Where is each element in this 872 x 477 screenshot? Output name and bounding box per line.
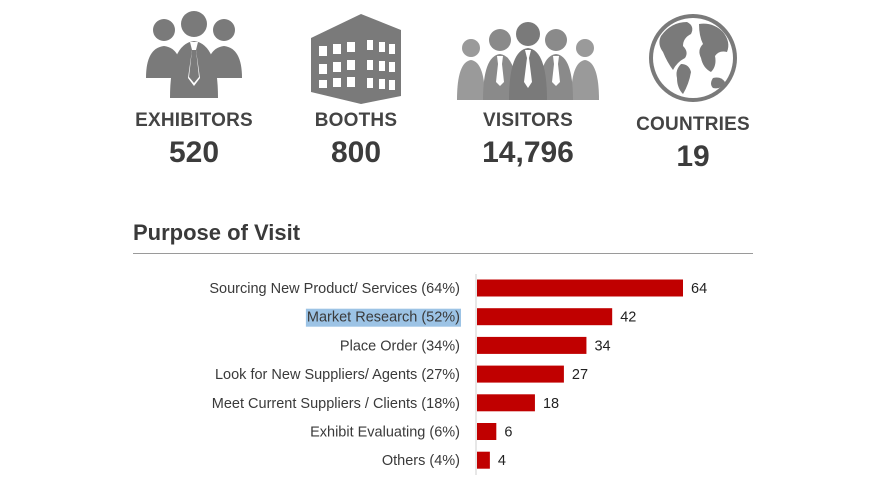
stat-label: BOOTHS [314,110,398,131]
value-label: 64 [691,281,707,297]
value-label: 42 [620,310,636,326]
bar [477,308,613,326]
stat-value: 800 [330,136,382,169]
value-label: 27 [572,367,588,383]
value-label: 34 [594,338,610,354]
stat-value: 14,796 [482,136,574,169]
stat-countries: COUNTRIES 19 [618,8,768,174]
category-label: Sourcing New Product/ Services (64%) [209,281,460,297]
bar [477,279,683,297]
exhibitors-icon [146,11,242,98]
bar [477,423,497,440]
bar [477,394,535,412]
category-label: Place Order (34%) [340,338,460,354]
category-label: Meet Current Suppliers / Clients (18%) [212,396,460,412]
building-icon [311,14,401,104]
stat-value: 19 [676,140,710,173]
bar [477,365,564,383]
stat-booths: BOOTHS 800 [281,8,431,170]
stat-visitors: VISITORS 14,796 [453,8,603,170]
category-label: Market Research (52%) [307,310,460,326]
selection-highlight [305,308,461,327]
stat-label: COUNTRIES [636,114,750,135]
value-label: 6 [504,425,512,441]
category-label: Look for New Suppliers/ Agents (27%) [215,367,460,383]
section-divider [133,253,753,254]
bar [477,451,490,469]
stat-value: 520 [168,136,220,169]
bar [477,336,587,354]
section-title: Purpose of Visit [133,220,301,245]
value-label: 4 [498,453,506,469]
value-label: 18 [543,396,559,412]
stat-label: VISITORS [483,110,573,131]
category-label: Exhibit Evaluating (6%) [310,425,460,441]
visitors-icon [457,22,599,100]
purpose-bar-chart: Sourcing New Product/ Services (64%) 64Ma… [209,274,707,475]
category-label: Others (4%) [382,453,460,469]
globe-icon [649,14,737,102]
stat-label: EXHIBITORS [135,110,253,131]
stat-exhibitors: EXHIBITORS 520 [119,8,269,170]
